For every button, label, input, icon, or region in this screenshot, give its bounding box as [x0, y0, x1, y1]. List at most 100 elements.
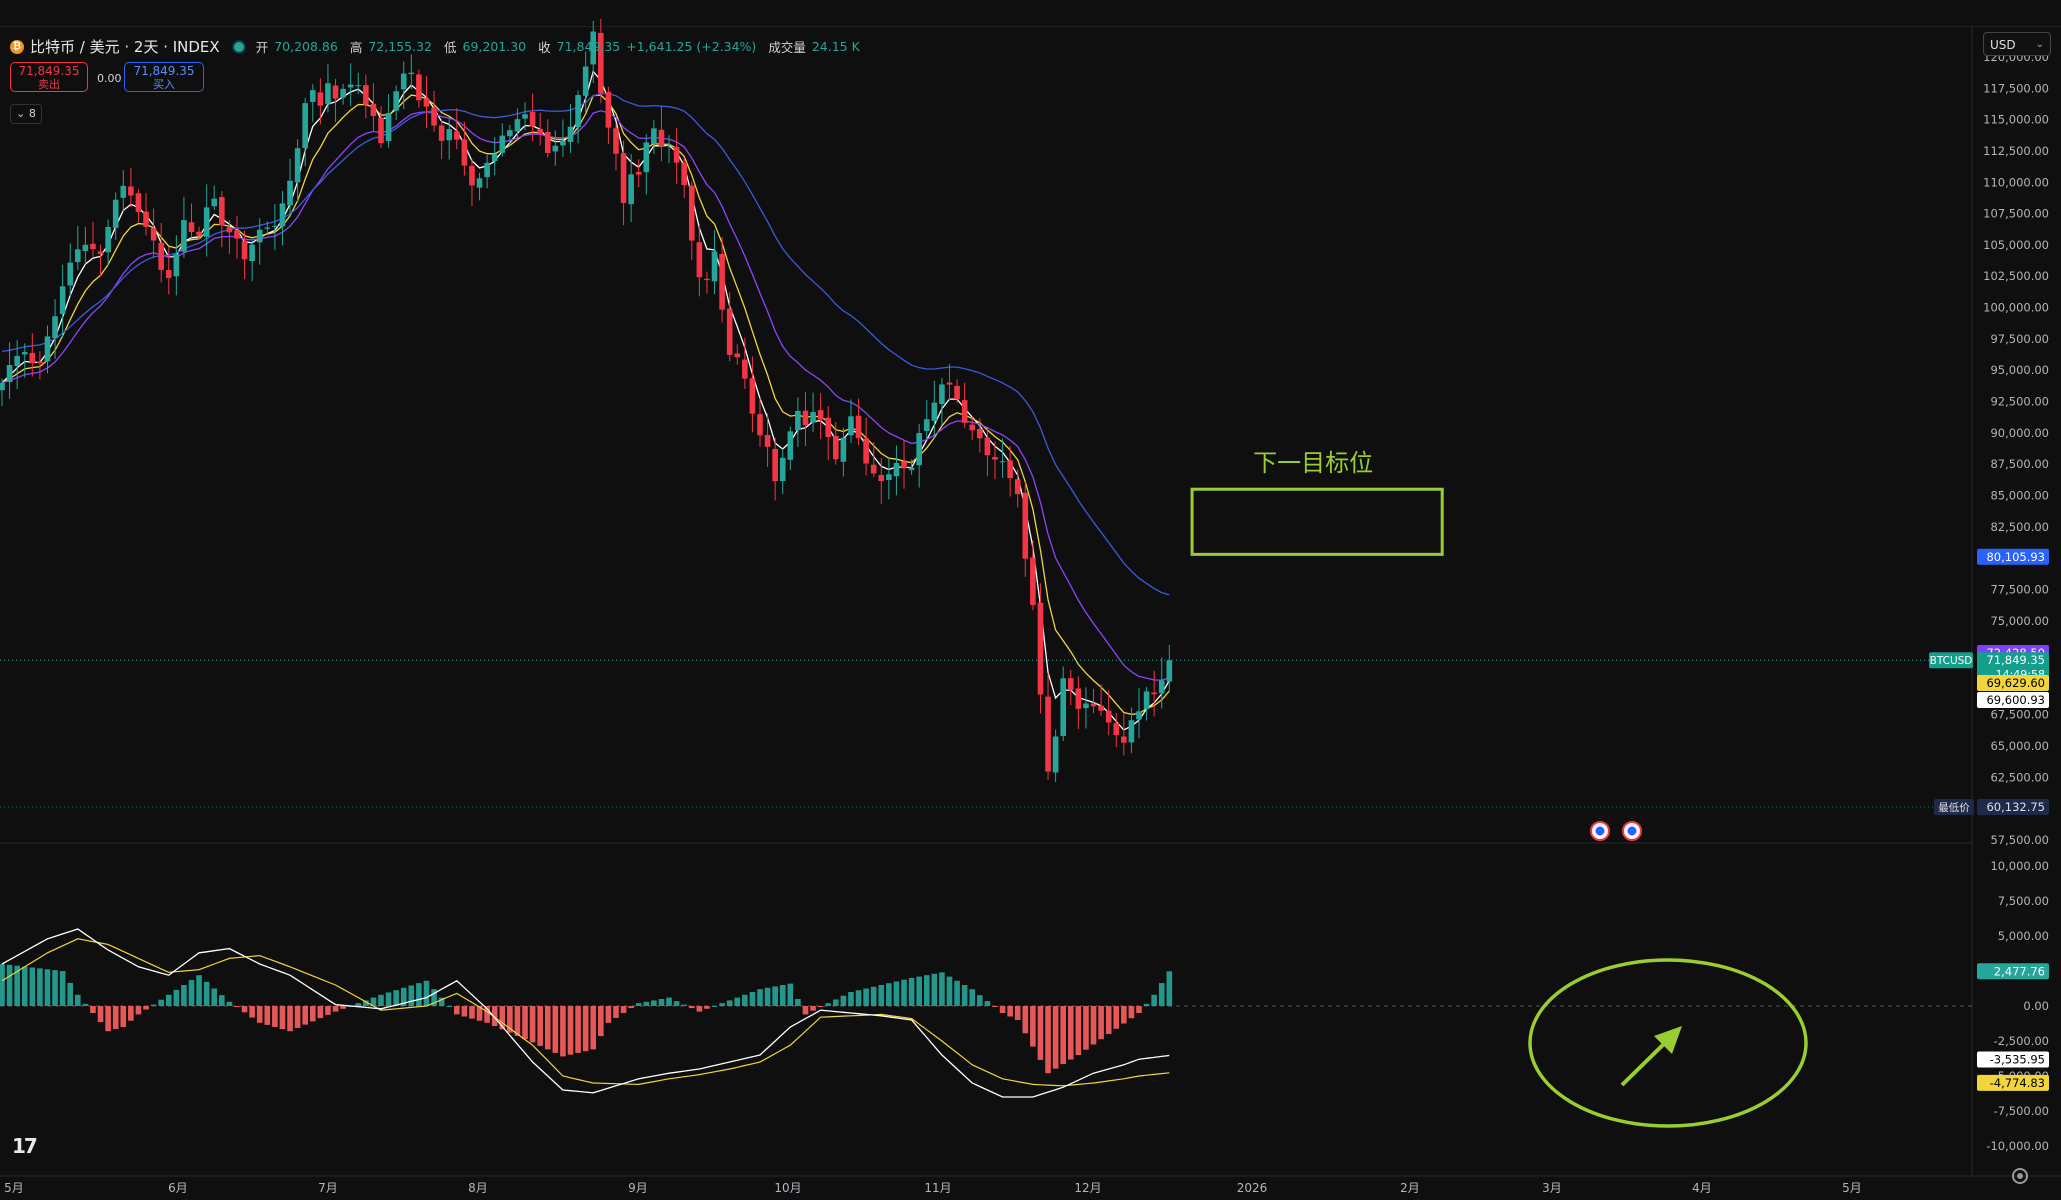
last-price-value: 71,849.35: [1986, 653, 2045, 667]
change-value: +1,641.25 (+2.34%): [626, 39, 757, 54]
ma-long-line: [1, 92, 1170, 596]
price-tick-label: 110,000.00: [1983, 175, 2049, 189]
candle-body: [999, 461, 1006, 463]
macd-histogram-bar: [29, 967, 36, 1006]
macd-histogram-bar: [476, 1006, 483, 1021]
buy-button[interactable]: 71,849.35 买入: [124, 62, 204, 92]
indicator-toggle[interactable]: ⌄ 8: [10, 104, 42, 124]
close-label: 收: [538, 40, 551, 55]
macd-histogram-bar: [825, 1003, 832, 1006]
candle-body: [120, 185, 127, 198]
candle-body: [742, 359, 748, 379]
price-tick-label: 85,000.00: [1990, 488, 2049, 502]
target-zone-label: 下一目标位: [1253, 449, 1373, 477]
candle-body: [840, 437, 847, 462]
candle-body: [681, 162, 687, 186]
volume-label: 成交量: [768, 40, 806, 55]
macd-histogram-bar: [378, 994, 384, 1006]
candle-body: [219, 197, 225, 226]
candle-body: [423, 98, 430, 107]
moving-averages: [1, 70, 1170, 731]
macd-histogram-bar: [946, 976, 953, 1006]
macd-histogram-bar: [1014, 1006, 1021, 1020]
ma-fast-price-tag: 69,600.93: [1986, 693, 2045, 707]
macd-histogram-bar: [1121, 1006, 1127, 1024]
candle-body: [552, 145, 559, 152]
trend-arrow-shaft: [1620, 1036, 1672, 1087]
macd-histogram-bar: [567, 1006, 574, 1055]
candle-body: [67, 262, 74, 286]
candle-body: [522, 114, 528, 119]
candle-body: [173, 254, 180, 277]
macd-histogram-bar: [416, 983, 422, 1006]
macd-histogram-bar: [1090, 1006, 1097, 1045]
macd-histogram-bar: [840, 995, 847, 1006]
macd-histogram-bar: [203, 981, 210, 1006]
low-label: 最低价: [1938, 801, 1970, 814]
candle-body: [726, 308, 733, 355]
macd-histogram-bar: [757, 989, 763, 1006]
price-tick-label: 90,000.00: [1990, 426, 2049, 440]
macd-histogram-bar: [234, 1006, 240, 1008]
ma-mid-line: [1, 94, 1170, 715]
macd-histogram-bar: [544, 1006, 551, 1050]
gear-icon[interactable]: [2012, 1168, 2028, 1184]
currency-select[interactable]: USD ⌄: [1983, 32, 2051, 56]
grid-lines: [0, 26, 2061, 1177]
ma-mid-price-tag: 69,629.60: [1986, 676, 2045, 690]
macd-histogram-bar: [681, 1004, 687, 1006]
candle-body: [1037, 602, 1044, 695]
open-value: 70,208.86: [274, 39, 338, 54]
candle-body: [1121, 736, 1127, 743]
price-tick-label: 100,000.00: [1983, 301, 2049, 315]
macd-tick-label: -2,500.00: [1994, 1034, 2049, 1048]
time-tick-label: 7月: [318, 1181, 338, 1195]
macd-histogram-bar: [552, 1006, 559, 1053]
macd-histogram-bar: [863, 988, 869, 1006]
low-value: 69,201.30: [462, 39, 527, 54]
currency-value: USD: [1990, 38, 2016, 52]
indicator-count: 8: [28, 107, 36, 120]
bitcoin-icon: ₿: [10, 39, 24, 54]
candle-body: [461, 139, 468, 166]
macd-hist-tag-bg: [1977, 963, 2049, 980]
us-flag-event-icon: [1595, 826, 1605, 836]
candle-body: [1052, 736, 1059, 773]
candle-body: [188, 222, 195, 232]
macd-histogram-bar: [309, 1006, 316, 1022]
candle-body: [378, 117, 384, 144]
macd-histogram-bar: [370, 997, 377, 1006]
macd-histogram-bar: [529, 1006, 536, 1043]
macd-histogram-bar: [469, 1006, 475, 1019]
macd-histogram-bar: [385, 992, 392, 1006]
macd-histogram-bar: [143, 1006, 149, 1010]
top-toolbar: [0, 0, 2061, 27]
sell-button[interactable]: 71,849.35 卖出: [10, 62, 88, 92]
macd-histogram-bar: [67, 982, 74, 1006]
macd-histogram-bar: [787, 983, 794, 1006]
candle-body: [135, 193, 142, 212]
macd-histogram-bar: [635, 1003, 642, 1006]
macd-histogram-bar: [112, 1006, 119, 1030]
macd-histogram-bar: [44, 969, 51, 1006]
candle-body: [590, 31, 597, 65]
tradingview-logo-icon: 17: [12, 1134, 38, 1158]
ma-mid-price-tag-bg: [1977, 675, 2049, 692]
candle-body: [1030, 557, 1036, 606]
macd-histogram-bar: [688, 1006, 695, 1009]
time-tick-label: 2月: [1400, 1181, 1420, 1195]
time-tick-label: 9月: [628, 1181, 648, 1195]
macd-histogram-bar: [188, 980, 195, 1006]
symbol-name[interactable]: 比特币 / 美元 · 2天 · INDEX: [30, 38, 220, 56]
candle-body: [6, 365, 13, 383]
candle-body: [37, 361, 43, 364]
candle-body: [507, 130, 513, 137]
macd-tick-label: 7,500.00: [1998, 894, 2049, 908]
candle-body: [567, 126, 574, 142]
candle-body: [908, 467, 915, 471]
candle-body: [855, 415, 862, 439]
candle-body: [332, 85, 339, 99]
candle-body: [1113, 723, 1120, 736]
candle-body: [112, 199, 119, 228]
